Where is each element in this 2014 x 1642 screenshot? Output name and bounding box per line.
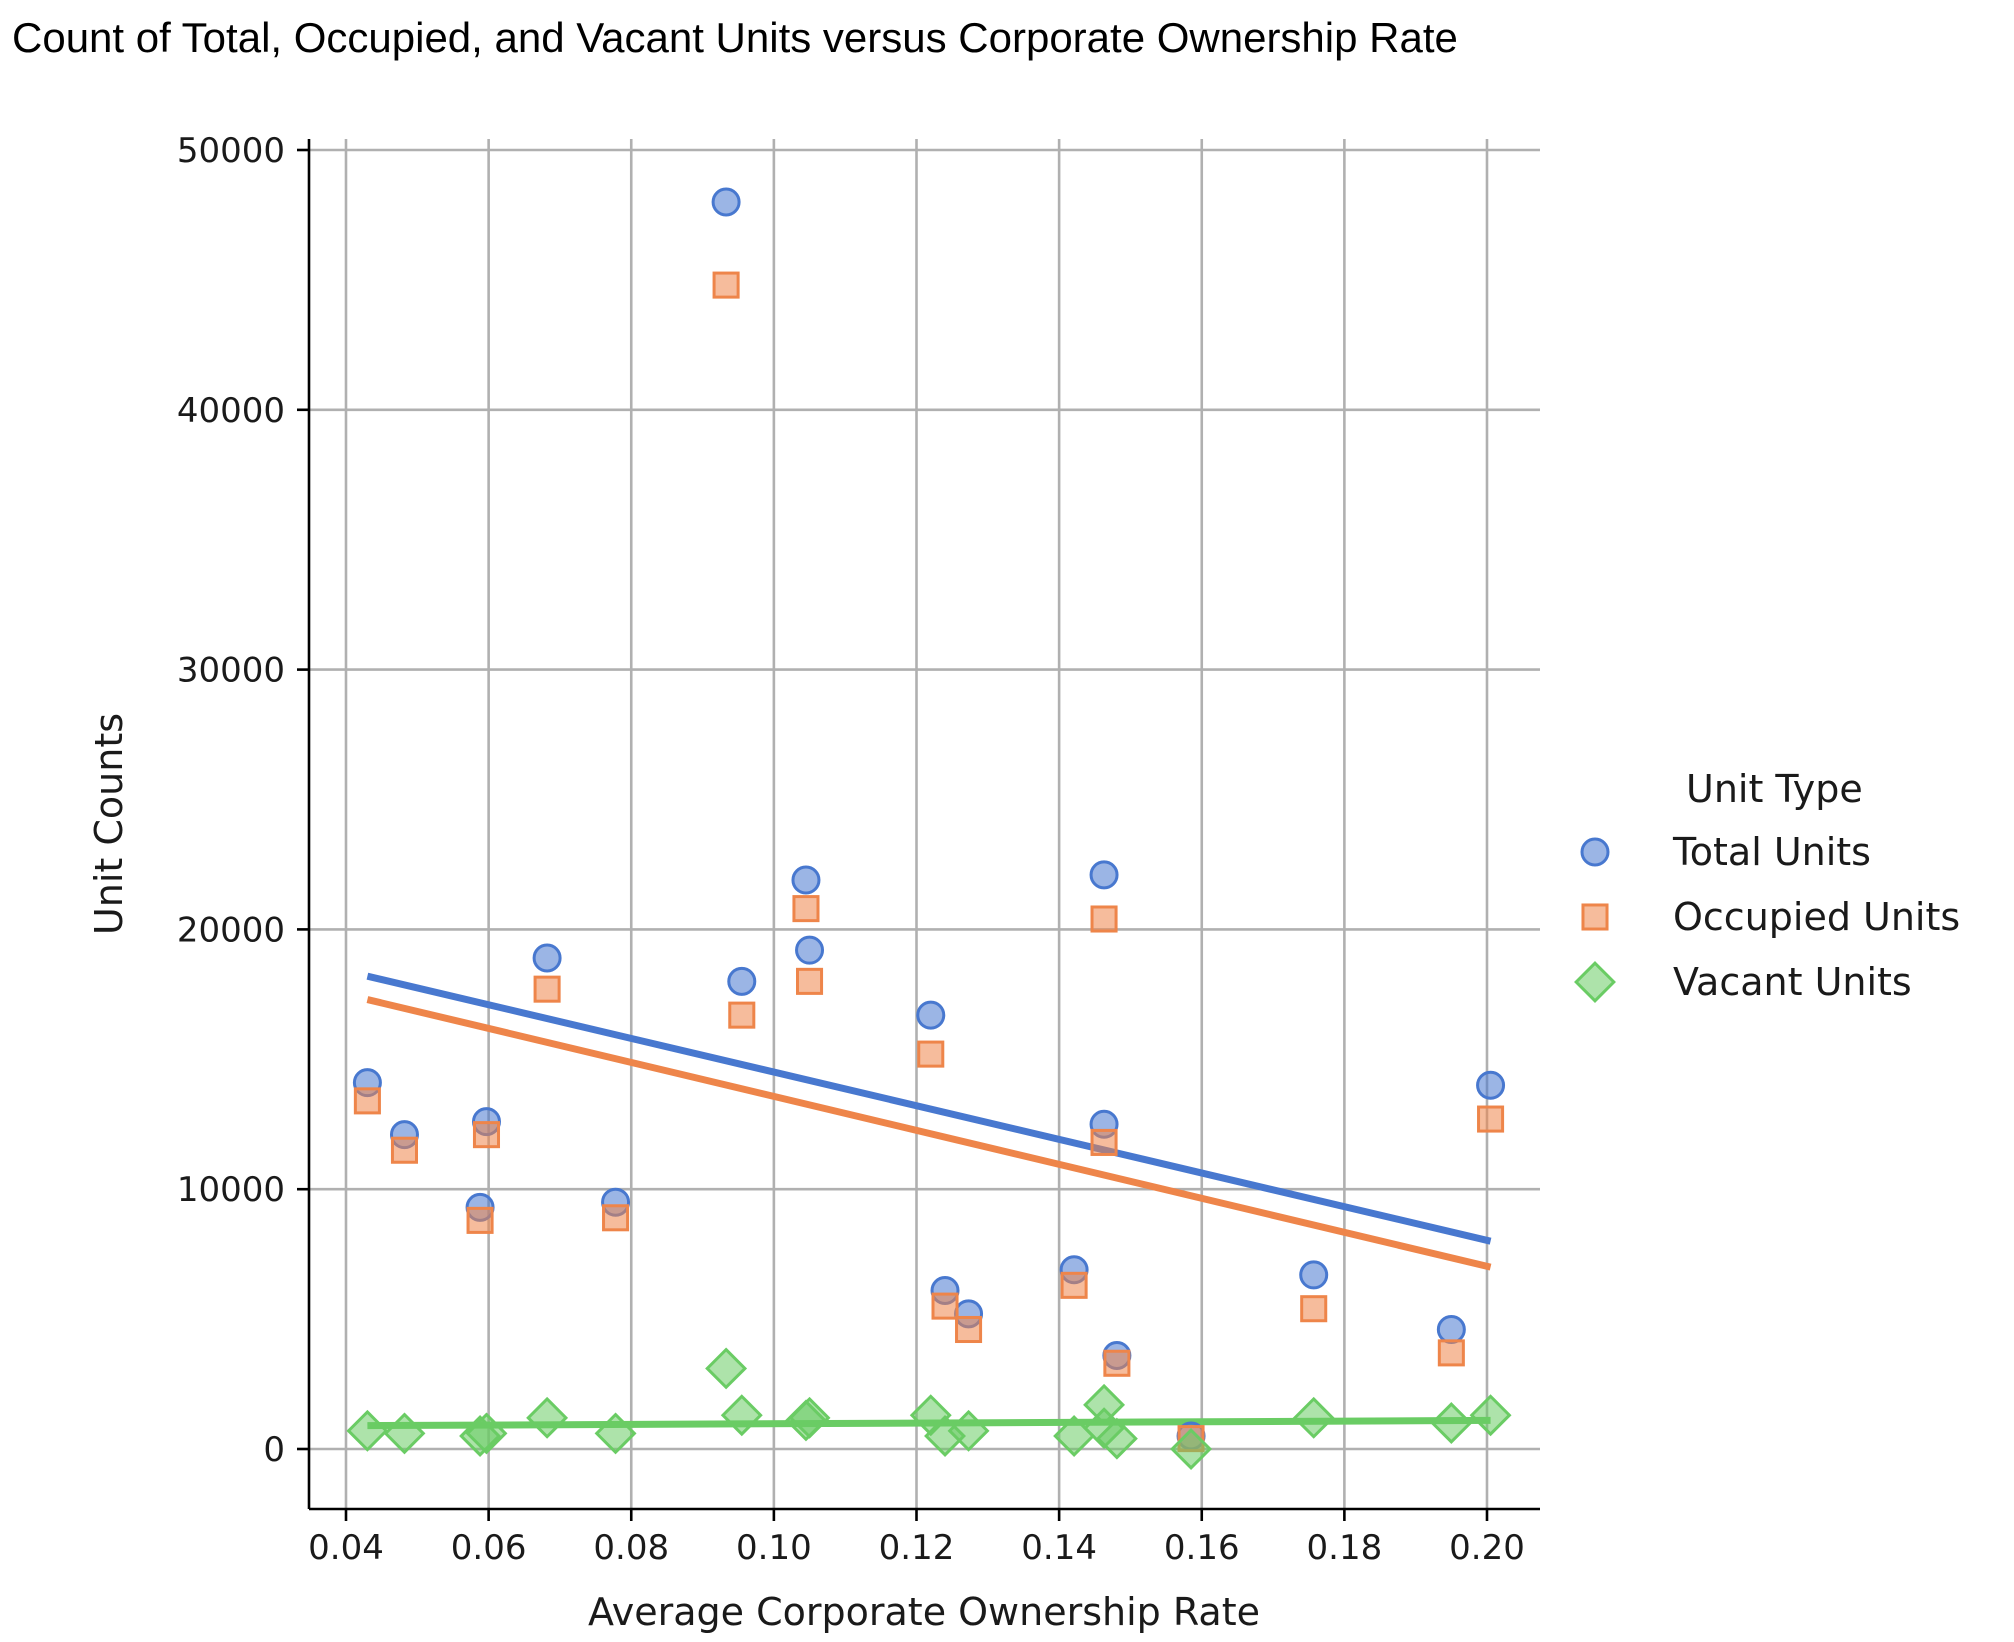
circle-point xyxy=(795,935,825,965)
diamond-point xyxy=(788,1396,831,1439)
square-point xyxy=(931,1292,959,1320)
diamond-point xyxy=(720,1394,763,1437)
square-point xyxy=(1103,1349,1131,1377)
axes xyxy=(307,139,1540,1511)
square-point xyxy=(533,975,561,1003)
x-tick-label: 0.10 xyxy=(736,1528,812,1568)
circle-point xyxy=(1089,860,1119,890)
y-tick-label: 30000 xyxy=(177,651,285,691)
diamond-point xyxy=(1170,1428,1213,1470)
square-point xyxy=(1090,1128,1118,1156)
square-point xyxy=(955,1315,983,1344)
diamond-point xyxy=(465,1412,508,1455)
square-point xyxy=(712,271,740,299)
x-tick-label: 0.08 xyxy=(593,1528,669,1568)
square-point xyxy=(792,895,820,923)
x-tick-label: 0.20 xyxy=(1449,1528,1525,1568)
x-tick-label: 0.12 xyxy=(879,1528,955,1568)
circle-point xyxy=(916,1000,946,1030)
diamond-point xyxy=(346,1409,389,1452)
y-tick-label: 40000 xyxy=(177,391,285,431)
square-point xyxy=(390,1136,419,1164)
diamond-point xyxy=(1095,1417,1138,1460)
legend-diamond-marker xyxy=(1574,961,1616,1003)
x-tick-label: 0.14 xyxy=(1021,1528,1097,1568)
legend: Unit Type Total Units Occupied Units Vacan… xyxy=(1574,767,1960,1004)
series-occupied-units xyxy=(353,271,1505,1453)
circle-point xyxy=(1476,1070,1506,1100)
grid xyxy=(309,139,1540,1509)
square-point xyxy=(472,1121,501,1149)
diamond-point xyxy=(705,1347,748,1390)
x-axis-label: Average Corporate Ownership Rate xyxy=(588,1590,1260,1634)
square-point xyxy=(602,1204,630,1232)
circle-point xyxy=(1436,1314,1466,1344)
diamond-point xyxy=(383,1412,426,1455)
x-tick-label: 0.06 xyxy=(451,1528,527,1568)
chart-title: Count of Total, Occupied, and Vacant Uni… xyxy=(12,14,1458,61)
diamond-point xyxy=(1430,1402,1473,1444)
diamond-point xyxy=(1292,1396,1335,1439)
circle-point xyxy=(727,966,757,996)
square-point xyxy=(917,1040,945,1068)
circle-point xyxy=(711,187,741,217)
y-tick-label: 0 xyxy=(263,1430,285,1470)
legend-label: Vacant Units xyxy=(1673,960,1912,1004)
data-points xyxy=(346,187,1512,1470)
y-axis-label: Unit Counts xyxy=(87,713,131,935)
diamond-point xyxy=(947,1409,990,1452)
diamond-point xyxy=(594,1412,637,1455)
y-tick-label: 10000 xyxy=(177,1170,285,1210)
circle-point xyxy=(532,943,562,973)
diamond-point xyxy=(526,1396,569,1439)
x-ticks: 0.04 0.06 0.08 0.10 0.12 0.14 0.16 0.18 0.20 xyxy=(308,1509,1525,1568)
square-point xyxy=(1300,1295,1328,1323)
series-vacant-units xyxy=(346,1347,1512,1470)
circle-point xyxy=(791,865,821,895)
square-point xyxy=(353,1087,381,1115)
square-point xyxy=(466,1206,494,1234)
square-point xyxy=(1477,1105,1505,1133)
trendline xyxy=(366,972,1492,1245)
y-tick-label: 50000 xyxy=(177,131,285,171)
square-point xyxy=(1437,1339,1465,1367)
y-ticks: 0 10000 20000 30000 40000 50000 xyxy=(177,131,309,1470)
square-point xyxy=(1090,905,1118,933)
circle-point xyxy=(1299,1260,1329,1290)
series-total-units xyxy=(352,187,1506,1451)
x-tick-label: 0.16 xyxy=(1164,1528,1240,1568)
square-point xyxy=(728,1001,756,1029)
diamond-point xyxy=(1469,1394,1512,1437)
x-tick-label: 0.04 xyxy=(308,1528,384,1568)
trendline xyxy=(366,996,1492,1271)
square-point xyxy=(1060,1271,1088,1299)
square-point xyxy=(796,967,824,995)
y-tick-label: 20000 xyxy=(177,910,285,950)
legend-circle-marker xyxy=(1580,837,1610,867)
legend-label: Occupied Units xyxy=(1673,895,1960,939)
legend-label: Total Units xyxy=(1672,830,1871,874)
legend-square-marker xyxy=(1581,903,1609,931)
legend-title: Unit Type xyxy=(1686,767,1863,811)
x-tick-label: 0.18 xyxy=(1307,1528,1383,1568)
